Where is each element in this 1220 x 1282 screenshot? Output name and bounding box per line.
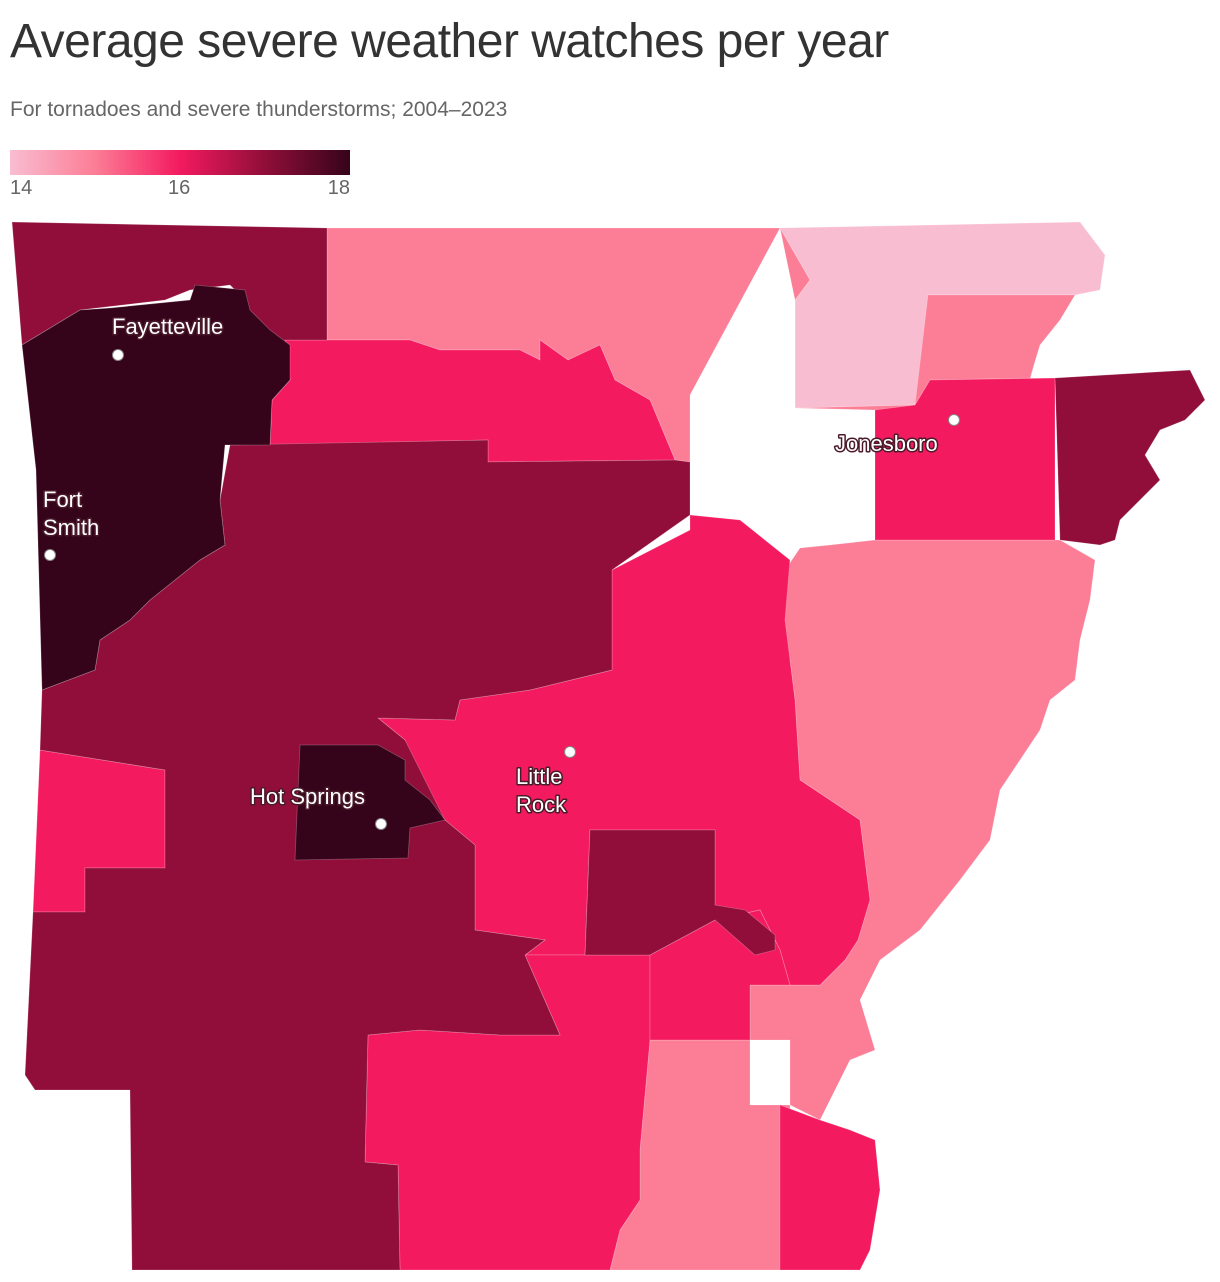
legend-tick-max: 18 (327, 177, 350, 199)
region-18-nw (21, 284, 291, 691)
chart-title: Average severe weather watches per year (10, 15, 889, 68)
city-label-little-rock: Rock (516, 792, 567, 817)
city-label-jonesboro: Jonesboro (835, 431, 938, 456)
city-dot-hot-springs (375, 818, 387, 830)
region-17-jefferson (584, 829, 776, 956)
color-legend: 14 16 18 (10, 150, 350, 201)
chart-subtitle: For tornadoes and severe thunderstorms; … (10, 98, 508, 121)
legend-tick-mid: 16 (168, 177, 191, 199)
county-regions (11, 221, 1206, 1271)
region-16-se (779, 1104, 881, 1271)
city-label-fort-smith: Fort (43, 487, 82, 512)
city-dot-jonesboro (948, 414, 960, 426)
legend-tick-min: 14 (10, 177, 33, 199)
city-markers: Fayetteville Fort Smith Jonesboro Little Rock… (42, 313, 960, 830)
city-label-little-rock: Little (516, 764, 562, 789)
city-dot-little-rock (564, 746, 576, 758)
city-label-hot-springs: Hot Springs (250, 784, 365, 809)
legend-ticks: 14 16 18 (10, 175, 350, 201)
legend-gradient-bar (10, 150, 350, 175)
region-18-garland (294, 744, 446, 861)
city-label-fort-smith: Smith (43, 515, 99, 540)
region-17-ne (1054, 369, 1206, 546)
city-dot-fort-smith (44, 549, 56, 561)
city-label-fayetteville: Fayetteville (112, 314, 223, 339)
city-dot-fayetteville (112, 349, 124, 361)
